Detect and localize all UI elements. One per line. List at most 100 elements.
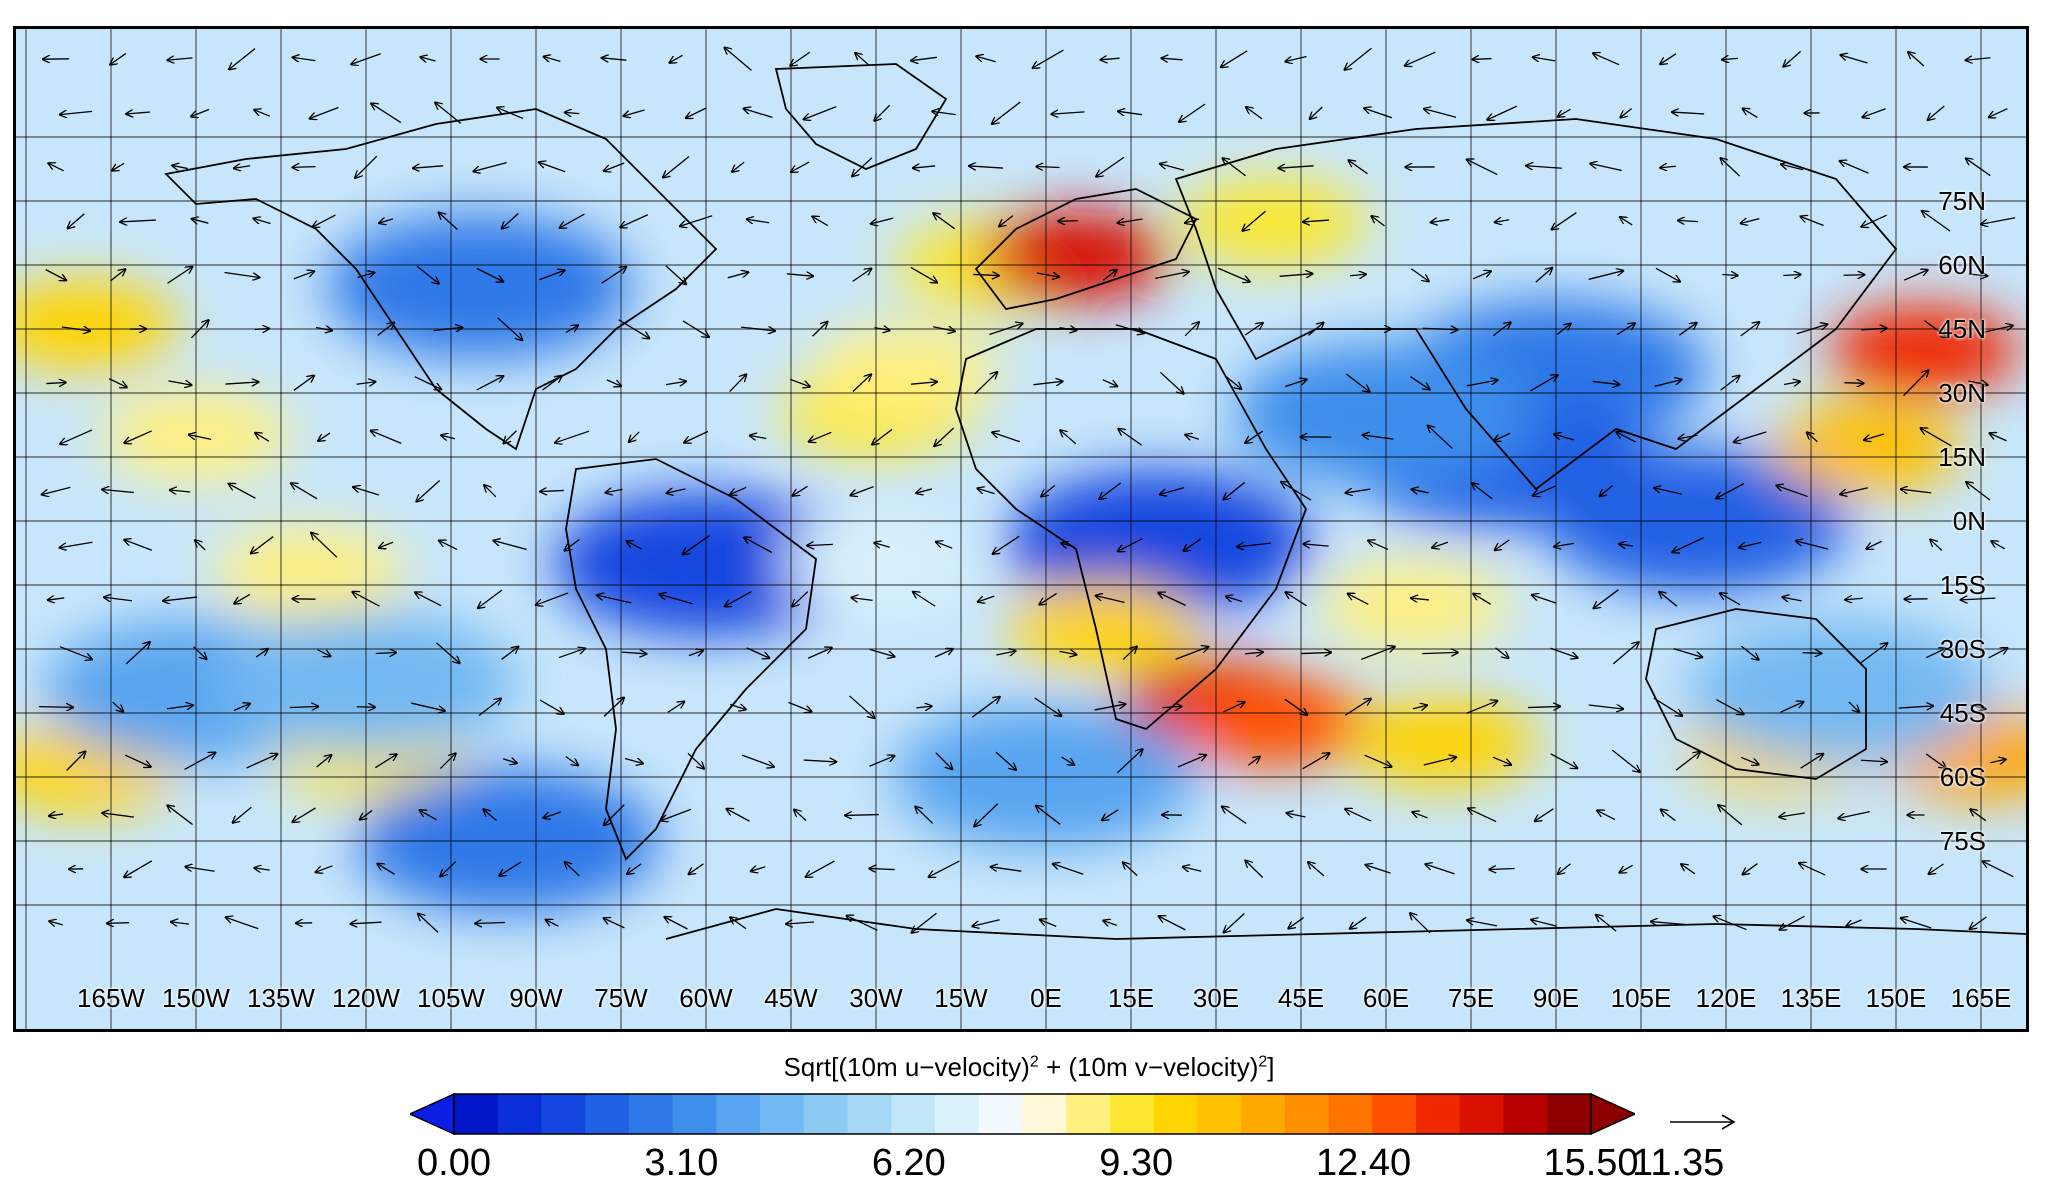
wind-vector <box>1245 860 1264 878</box>
lon-label: 30E <box>1192 983 1240 1013</box>
wind-vector <box>1722 275 1737 276</box>
wind-vector <box>1530 375 1557 392</box>
wind-vector <box>1594 589 1619 609</box>
wind-vector <box>483 809 498 822</box>
wind-vector <box>627 863 642 874</box>
wind-vector <box>310 106 339 118</box>
wind-vector <box>1989 433 2007 442</box>
wind-vector <box>251 536 274 554</box>
wind-vector <box>974 803 999 827</box>
wind-vector <box>1244 323 1262 336</box>
wind-vector <box>1681 864 1696 875</box>
wind-vector <box>1988 648 2008 659</box>
wind-vector <box>1472 59 1492 60</box>
wind-vector <box>1740 322 1760 337</box>
wind-vector <box>311 533 338 558</box>
wind-vector <box>315 327 332 330</box>
wind-vector <box>597 595 632 604</box>
wind-vector <box>377 864 395 875</box>
wind-vector <box>46 382 65 383</box>
wind-vector <box>1531 920 1558 927</box>
wind-vector <box>1492 322 1510 337</box>
wind-vector <box>1796 324 1828 335</box>
wind-vector <box>1060 430 1077 445</box>
wind-vector <box>1903 370 1929 397</box>
wind-vector <box>934 427 955 446</box>
wind-vector <box>996 651 1015 655</box>
wind-vector <box>809 431 832 441</box>
wind-vector <box>170 490 191 492</box>
wind-vector <box>1492 756 1511 765</box>
wind-vector <box>1981 217 2016 225</box>
wind-vector <box>1100 58 1120 60</box>
colorbar-title-part-1: Sqrt[(10m u−velocity) <box>783 1052 1030 1082</box>
wind-vector <box>1410 376 1429 390</box>
wind-vector <box>1678 323 1696 336</box>
wind-vector <box>418 914 439 933</box>
wind-vector <box>185 867 215 872</box>
wind-vector <box>688 650 703 655</box>
wind-vector <box>126 112 150 114</box>
wind-vector <box>1558 863 1571 874</box>
wind-vector <box>1224 913 1245 933</box>
colorbar <box>410 1092 1635 1136</box>
wind-vector <box>291 483 318 500</box>
lat-label: 60N <box>1938 250 1986 280</box>
wind-vector <box>1096 596 1125 603</box>
wind-vector <box>191 108 210 116</box>
wind-vector <box>1673 648 1703 657</box>
wind-vector <box>974 372 997 395</box>
wind-vector <box>1654 380 1681 388</box>
wind-vector <box>604 162 625 171</box>
lon-label: 135W <box>247 983 315 1013</box>
colorbar-tick-label: 6.20 <box>871 1142 946 1184</box>
wind-vector <box>172 165 188 168</box>
wind-vector <box>1550 753 1578 768</box>
wind-vector <box>746 647 770 658</box>
field-blob <box>1829 305 2020 396</box>
wind-vector <box>1616 432 1636 443</box>
colorbar-title-part-3: ] <box>1267 1052 1275 1082</box>
wind-vector <box>353 487 380 496</box>
wind-vector <box>807 544 833 545</box>
wind-vector <box>163 597 198 601</box>
wind-vector <box>1592 381 1620 384</box>
wind-vector <box>1422 328 1458 330</box>
lon-label: 15W <box>934 983 988 1013</box>
wind-vector <box>1226 376 1242 389</box>
wind-vector <box>1033 49 1064 68</box>
wind-vector <box>732 161 745 172</box>
wind-vector <box>565 112 580 113</box>
wind-vector <box>1281 482 1312 501</box>
wind-vector <box>912 912 937 933</box>
wind-vector <box>910 266 937 282</box>
wind-vector <box>293 57 316 60</box>
colorbar-cell <box>803 1094 849 1134</box>
wind-vector <box>1222 158 1246 177</box>
wind-vector <box>539 162 566 173</box>
wind-vector <box>664 917 688 930</box>
wind-vector <box>124 430 152 443</box>
wind-vector <box>1925 648 1946 659</box>
wind-vector <box>1720 593 1741 606</box>
wind-vector <box>1655 267 1680 281</box>
wind-vector <box>680 215 713 226</box>
wind-vector <box>993 535 1020 554</box>
wind-vector <box>604 804 625 826</box>
wind-vector <box>934 649 953 658</box>
wind-vector <box>916 489 933 493</box>
wind-vector <box>1183 538 1201 551</box>
wind-vector <box>1495 647 1508 658</box>
wind-vector <box>869 648 895 656</box>
lon-label: 150W <box>162 983 230 1013</box>
wind-vector <box>1040 920 1057 927</box>
colorbar-cell <box>1372 1094 1417 1134</box>
wind-vector <box>1802 653 1822 654</box>
wind-vector <box>1741 756 1758 764</box>
wind-vector <box>1672 537 1705 553</box>
wind-vector <box>416 480 441 502</box>
wind-vector <box>226 917 259 930</box>
wind-vector <box>1364 108 1393 119</box>
wind-vector <box>1925 753 1946 768</box>
wind-vector <box>253 219 271 224</box>
